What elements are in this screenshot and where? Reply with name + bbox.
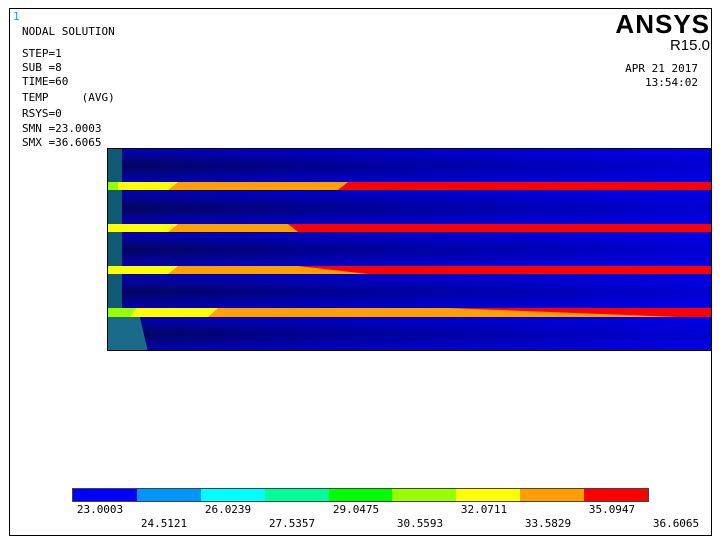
legend-label: 36.6065 (652, 517, 700, 530)
legend-label: 30.5593 (396, 517, 444, 530)
legend-swatch (520, 489, 585, 501)
legend-label: 32.0711 (460, 503, 508, 516)
legend-label: 33.5829 (524, 517, 572, 530)
date-label: APR 21 2017 (625, 62, 698, 75)
result-label: TEMP (AVG) (22, 91, 115, 104)
smn-label: SMN =23.0003 (22, 122, 102, 135)
legend-label: 27.5357 (268, 517, 316, 530)
legend-swatch (456, 489, 521, 501)
legend-label: 26.0239 (204, 503, 252, 516)
legend-swatch (584, 489, 649, 501)
strip-3 (108, 266, 711, 274)
time-label: TIME=60 (22, 75, 69, 88)
step-label: STEP=1 (22, 47, 62, 60)
legend-swatch (264, 489, 329, 501)
corner-teal (108, 309, 148, 350)
strip-2 (108, 224, 711, 232)
legend-label: 24.5121 (140, 517, 188, 530)
legend-swatch (136, 489, 201, 501)
strip-1 (108, 182, 711, 190)
brand-name: ANSYS (615, 9, 710, 39)
blue-band (108, 149, 711, 183)
left-edge-teal (108, 149, 122, 350)
smx-label: SMX =36.6065 (22, 136, 102, 149)
plot-title: NODAL SOLUTION (22, 25, 115, 38)
legend-swatch (392, 489, 457, 501)
time-label-clock: 13:54:02 (645, 76, 698, 89)
blue-band (108, 233, 711, 267)
window-number: 1 (13, 10, 20, 23)
legend-label: 35.0947 (588, 503, 636, 516)
sub-label: SUB =8 (22, 61, 62, 74)
rsys-label: RSYS=0 (22, 107, 62, 120)
blue-band (108, 275, 711, 309)
ansys-logo: ANSYS R15.0 (615, 10, 710, 54)
blue-band (108, 317, 711, 350)
legend-label: 23.0003 (76, 503, 124, 516)
legend-swatch (200, 489, 265, 501)
legend-swatch (73, 489, 137, 501)
contour-plot[interactable] (107, 148, 712, 351)
legend-label: 29.0475 (332, 503, 380, 516)
strip-4 (108, 308, 711, 317)
legend-swatch (328, 489, 393, 501)
brand-version: R15.0 (669, 37, 710, 54)
color-legend (72, 488, 649, 502)
blue-band (108, 191, 711, 225)
